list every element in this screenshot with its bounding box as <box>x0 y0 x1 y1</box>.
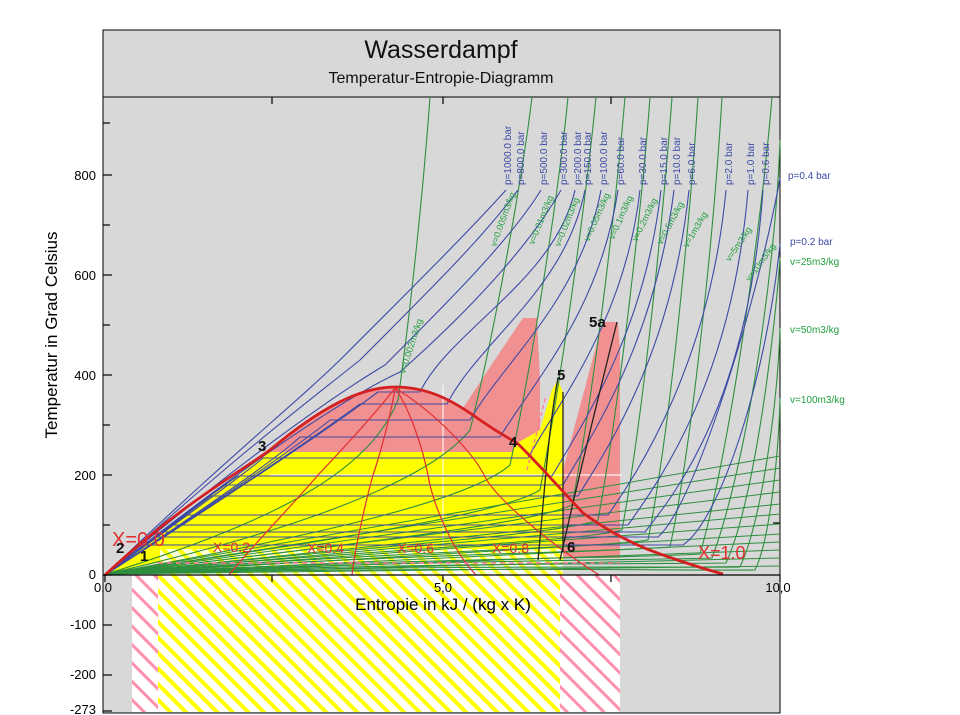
isobar-label-2bar: p=2.0 bar <box>724 142 735 185</box>
pink-hatch-band-left <box>132 575 158 712</box>
isobar-top-labels: p=1000.0 bar p=800.0 bar p=500.0 bar p=3… <box>503 125 772 185</box>
isobar-label-1000bar: p=1000.0 bar <box>503 125 514 185</box>
yellow-spike <box>540 380 563 548</box>
pink-hatch-band-right <box>560 575 620 712</box>
isobar-label-1bar: p=1.0 bar <box>746 142 757 185</box>
state-point-2: 2 <box>116 540 124 557</box>
isobar-label-800bar: p=800.0 bar <box>516 131 527 185</box>
y-tick-800: 800 <box>74 168 96 183</box>
isochore-label-50: v=50m3/kg <box>790 325 839 336</box>
isobar-label-100bar: p=100.0 bar <box>599 131 610 185</box>
quality-label-0.6: X=0.6 <box>397 540 434 556</box>
isobar-curves <box>104 177 781 576</box>
x-tick-5: 5,0 <box>434 580 452 595</box>
saturation-dome <box>104 385 724 577</box>
x-axis-labels: 0,0 5,0 10,0 <box>94 580 791 595</box>
y-axis-title: Temperatur in Grad Celsius <box>42 232 61 439</box>
quality-label-0.8: X=0.8 <box>492 540 529 556</box>
isobar-label-150bar: p=150.0 bar <box>583 131 594 185</box>
state-point-5: 5 <box>557 367 565 384</box>
page-title: Wasserdampf <box>364 36 517 64</box>
quality-label-0.2: X=0.2 <box>213 539 250 555</box>
y-axis-labels: 800 600 400 200 0 -100 -200 -273 <box>70 168 96 715</box>
state-point-3: 3 <box>258 438 266 455</box>
below-zero-regions <box>132 575 620 712</box>
yellow-hatch-band <box>158 575 560 712</box>
isobar-label-500bar: p=500.0 bar <box>539 131 550 185</box>
y-tick-600: 600 <box>74 268 96 283</box>
quality-labels: X=0.0 X=0.2 X=0.4 X=0.6 X=0.8 X=1.0 <box>112 529 746 563</box>
process-curves <box>537 321 618 561</box>
isobar-label-0.6bar: p=0.6 bar <box>761 142 772 185</box>
y-tick-0: 0 <box>89 567 96 582</box>
quality-label-0.4: X=0.4 <box>307 540 344 556</box>
quality-label-0.0: X=0.0 <box>112 529 165 551</box>
state-point-4: 4 <box>509 434 518 451</box>
isobar-label-200bar: p=200.0 bar <box>573 131 584 185</box>
state-point-5a: 5a <box>589 314 606 331</box>
right-side-labels: p=0.4 bar p=0.2 bar v=25m3/kg v=50m3/kg … <box>788 171 845 406</box>
state-point-labels: 1 2 3 4 5 5a 6 <box>116 314 606 565</box>
y-tick-neg100: -100 <box>70 617 96 632</box>
quality-lines <box>228 387 600 576</box>
page-subtitle: Temperatur-Entropie-Diagramm <box>329 70 554 87</box>
state-point-1: 1 <box>140 548 148 565</box>
y-tick-400: 400 <box>74 368 96 383</box>
state-point-6: 6 <box>567 539 575 556</box>
title-box-frame <box>102 29 781 98</box>
x-axis-title: Entropie in kJ / (kg x K) <box>355 595 531 614</box>
x-tick-10: 10,0 <box>765 580 790 595</box>
isochore-label-25: v=25m3/kg <box>790 257 839 268</box>
isobar-label-10bar: p=10.0 bar <box>672 136 683 185</box>
isobar-label-300bar: p=300.0 bar <box>559 131 570 185</box>
isobar-label-15bar: p=15.0 bar <box>659 136 670 185</box>
quality-label-1.0: X=1.0 <box>698 543 746 563</box>
isobar-label-0.4bar: p=0.4 bar <box>788 171 831 182</box>
isobar-label-0.2bar: p=0.2 bar <box>790 237 833 248</box>
title-box: Wasserdampf Temperatur-Entropie-Diagramm <box>102 29 781 98</box>
isobar-label-60bar: p=60.0 bar <box>616 136 627 185</box>
y-tick-neg273: -273 <box>70 702 96 715</box>
isochore-curves <box>105 96 781 575</box>
y-tick-200: 200 <box>74 468 96 483</box>
isobar-label-30bar: p=30.0 bar <box>638 136 649 185</box>
y-tick-neg200: -200 <box>70 667 96 682</box>
dashed-process-lines <box>158 394 620 564</box>
axis-ticks <box>103 97 781 712</box>
isobar-label-6bar: p=6.0 bar <box>687 142 698 185</box>
x-tick-0: 0,0 <box>94 580 112 595</box>
isochore-label-100: v=100m3/kg <box>790 395 845 406</box>
